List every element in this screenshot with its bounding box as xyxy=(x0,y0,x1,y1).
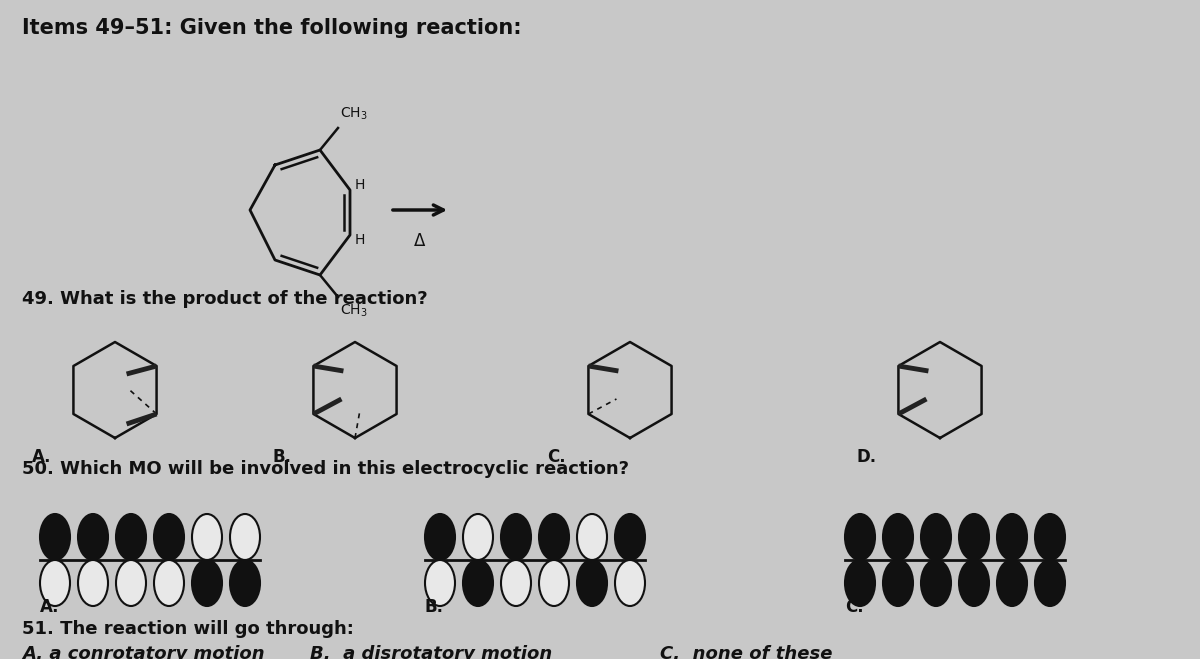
Ellipse shape xyxy=(616,514,646,560)
Text: H: H xyxy=(355,178,365,192)
Ellipse shape xyxy=(616,560,646,606)
Ellipse shape xyxy=(425,560,455,606)
Ellipse shape xyxy=(539,514,569,560)
Ellipse shape xyxy=(230,514,260,560)
Text: 51. The reaction will go through:: 51. The reaction will go through: xyxy=(22,620,354,638)
Ellipse shape xyxy=(1034,514,1066,560)
Text: C.: C. xyxy=(547,448,565,466)
Ellipse shape xyxy=(959,560,989,606)
Ellipse shape xyxy=(463,560,493,606)
Text: C.: C. xyxy=(845,598,864,616)
Text: B.  a disrotatory motion: B. a disrotatory motion xyxy=(310,645,552,659)
Text: B.: B. xyxy=(425,598,444,616)
Ellipse shape xyxy=(577,560,607,606)
Ellipse shape xyxy=(463,514,493,560)
Text: D.: D. xyxy=(857,448,877,466)
Ellipse shape xyxy=(40,560,70,606)
Ellipse shape xyxy=(577,514,607,560)
Text: CH$_3$: CH$_3$ xyxy=(340,303,367,320)
Ellipse shape xyxy=(845,560,875,606)
Ellipse shape xyxy=(425,514,455,560)
Ellipse shape xyxy=(154,560,184,606)
Ellipse shape xyxy=(539,560,569,606)
Ellipse shape xyxy=(502,560,530,606)
Text: A.: A. xyxy=(40,598,60,616)
Text: 49. What is the product of the reaction?: 49. What is the product of the reaction? xyxy=(22,290,427,308)
Text: B.: B. xyxy=(272,448,292,466)
Ellipse shape xyxy=(959,514,989,560)
Ellipse shape xyxy=(192,514,222,560)
Ellipse shape xyxy=(502,514,530,560)
Ellipse shape xyxy=(845,514,875,560)
Ellipse shape xyxy=(1034,560,1066,606)
Ellipse shape xyxy=(40,514,70,560)
Ellipse shape xyxy=(78,560,108,606)
Ellipse shape xyxy=(78,514,108,560)
Ellipse shape xyxy=(116,560,146,606)
Text: CH$_3$: CH$_3$ xyxy=(340,105,367,122)
Ellipse shape xyxy=(883,560,913,606)
Text: 50. Which MO will be involved in this electrocyclic reaction?: 50. Which MO will be involved in this el… xyxy=(22,460,629,478)
Ellipse shape xyxy=(883,514,913,560)
Ellipse shape xyxy=(997,514,1027,560)
Ellipse shape xyxy=(230,560,260,606)
Ellipse shape xyxy=(154,514,184,560)
Ellipse shape xyxy=(922,560,952,606)
Text: Items 49–51: Given the following reaction:: Items 49–51: Given the following reactio… xyxy=(22,18,522,38)
Ellipse shape xyxy=(192,560,222,606)
Ellipse shape xyxy=(116,514,146,560)
Text: H: H xyxy=(355,233,365,247)
Text: $\Delta$: $\Delta$ xyxy=(413,232,427,250)
Text: A.: A. xyxy=(32,448,52,466)
Text: C.  none of these: C. none of these xyxy=(660,645,833,659)
Text: A. a conrotatory motion: A. a conrotatory motion xyxy=(22,645,265,659)
Ellipse shape xyxy=(922,514,952,560)
Ellipse shape xyxy=(997,560,1027,606)
